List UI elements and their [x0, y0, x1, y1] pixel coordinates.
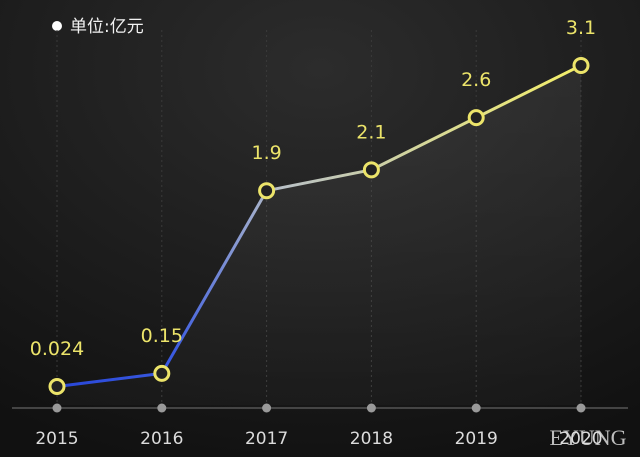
axis-dot	[52, 403, 62, 413]
plot: 2015 2016 2017 2018 2019 2020 0.024 0.15 1.9 2.1 2…	[30, 17, 603, 449]
axis-dot	[576, 403, 586, 413]
point	[572, 56, 590, 74]
point	[258, 182, 276, 200]
value-label: 0.024	[30, 338, 84, 360]
axis-dot	[366, 403, 376, 413]
line	[56, 64, 582, 388]
value-label: 0.15	[141, 325, 183, 347]
point	[153, 364, 171, 382]
axis-dot	[471, 403, 481, 413]
x-tick-label: 2019	[455, 429, 498, 449]
value-label: 2.1	[356, 121, 386, 143]
area	[57, 65, 581, 405]
axis-dot	[262, 403, 272, 413]
point	[48, 377, 66, 395]
axis-dot	[157, 403, 167, 413]
legend-dot	[52, 21, 62, 31]
x-tick-label: 2016	[140, 429, 183, 449]
x-tick-label: 2018	[350, 429, 393, 449]
x-tick-label: 2017	[245, 429, 288, 449]
point	[467, 109, 485, 127]
value-label: 3.1	[566, 17, 596, 39]
value-label: 2.6	[461, 69, 491, 91]
x-tick-label: 2020	[559, 429, 602, 449]
watermark: EYUNG	[550, 425, 627, 450]
value-label: 1.9	[251, 142, 281, 164]
legend-label: 单位:亿元	[70, 17, 144, 37]
point	[362, 161, 380, 179]
x-tick-label: 2015	[35, 429, 78, 449]
